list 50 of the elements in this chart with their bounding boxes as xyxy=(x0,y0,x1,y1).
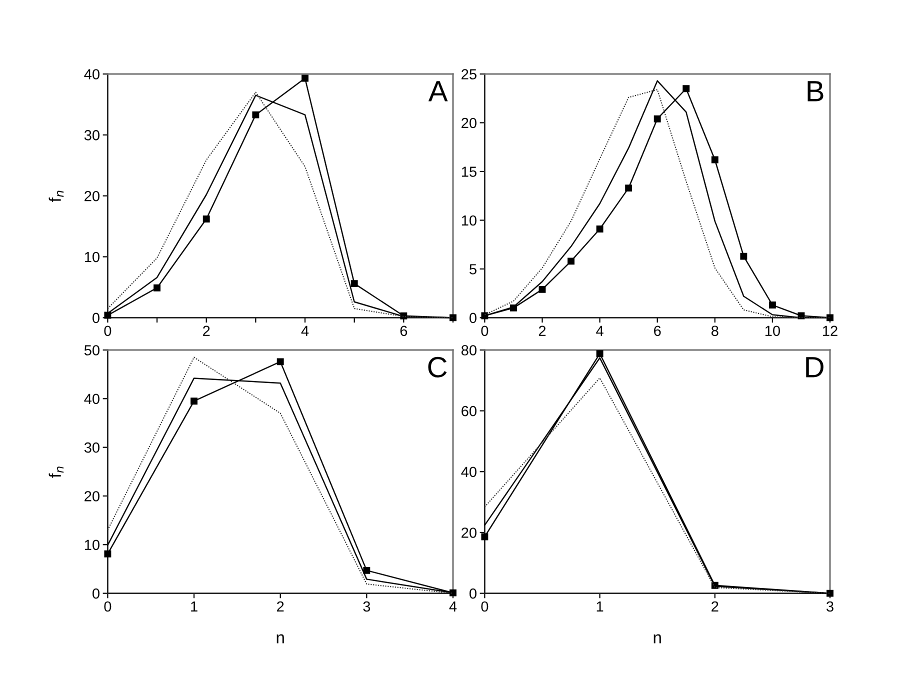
y-tick-label: 10 xyxy=(462,215,476,226)
y-tick-label: 20 xyxy=(462,528,476,538)
y-tick-label: 20 xyxy=(84,491,100,502)
x-tick-label: 6 xyxy=(400,326,408,336)
x-tick-label: 6 xyxy=(654,326,661,336)
y-tick-label: 10 xyxy=(84,252,100,262)
x-tick-label: 4 xyxy=(596,326,604,336)
y-tick-label: 0 xyxy=(92,588,100,599)
y-tick-label: 80 xyxy=(461,345,476,356)
y-tick-label: 30 xyxy=(84,130,100,140)
annotation: B xyxy=(808,81,824,102)
y-tick-label: 40 xyxy=(84,394,100,404)
y-tick-label: 15 xyxy=(462,166,476,177)
y-tick-label: 60 xyxy=(462,406,476,416)
x-tick-label: 4 xyxy=(301,326,309,336)
y-tick-label: 40 xyxy=(84,69,100,80)
x-tick-label: 0 xyxy=(104,601,112,612)
y-tick-label: 30 xyxy=(84,442,100,453)
y-tick-label: 0 xyxy=(470,312,476,324)
annotation: C xyxy=(428,356,447,378)
x-tick-label: 2 xyxy=(277,601,284,612)
x-tick-label: 0 xyxy=(104,326,112,336)
y-tick-label: 50 xyxy=(84,345,100,356)
x-tick-label: 8 xyxy=(711,326,718,336)
y-tick-label: 5 xyxy=(470,264,476,274)
y-tick-label: 0 xyxy=(92,312,100,324)
x-tick-label: 3 xyxy=(363,601,370,612)
annotation: A xyxy=(428,81,448,102)
x-tick-label: 10 xyxy=(765,326,780,336)
x-tick-label: 2 xyxy=(538,326,546,336)
x-tick-label: 3 xyxy=(826,601,834,612)
y-axis-title: f$_{n}$ xyxy=(48,466,64,478)
x-tick-label: 0 xyxy=(481,326,488,336)
x-tick-label: 12 xyxy=(823,326,838,336)
y-tick-label: 0 xyxy=(470,588,476,599)
y-tick-label: 40 xyxy=(461,466,476,478)
y-tick-label: 10 xyxy=(84,540,100,550)
x-tick-label: 2 xyxy=(203,326,210,336)
x-tick-label: 1 xyxy=(596,601,604,612)
y-axis-title: f$_{n}$ xyxy=(48,190,64,202)
y-tick-label: 25 xyxy=(462,69,476,80)
x-tick-label: 0 xyxy=(481,601,488,612)
x-tick-label: 2 xyxy=(712,601,718,612)
x-tick-label: 1 xyxy=(191,601,198,612)
x-tick-label: 4 xyxy=(449,601,457,612)
x-axis-title: n xyxy=(276,634,284,644)
y-tick-label: 20 xyxy=(84,190,100,202)
x-axis-title: n xyxy=(654,634,661,644)
y-tick-label: 20 xyxy=(462,118,476,128)
annotation: D xyxy=(806,357,824,378)
